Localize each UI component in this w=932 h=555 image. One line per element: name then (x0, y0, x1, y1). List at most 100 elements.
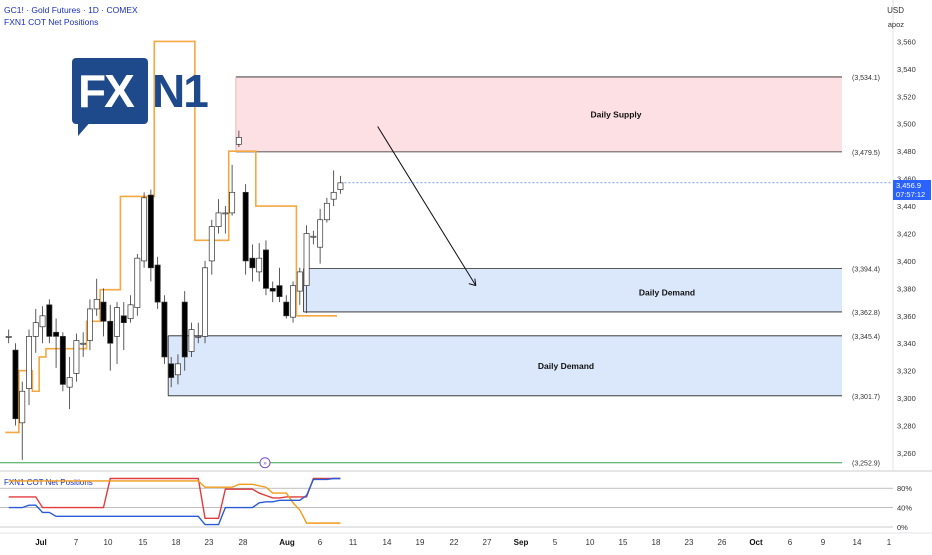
event-marker-glyph: » (263, 461, 267, 467)
candle-body (80, 342, 87, 345)
unit-label: apoz (887, 20, 904, 29)
time-tick-label: 22 (450, 538, 459, 547)
candle-body (283, 301, 290, 317)
price-tick-label: 3,400 (897, 257, 916, 266)
candle (5, 329, 12, 344)
candle (283, 295, 290, 319)
candle (323, 197, 330, 223)
cot-panel-title: FXN1 COT Net Positions (4, 478, 93, 487)
candle-body (127, 304, 134, 319)
candle (317, 208, 324, 264)
time-tick-label: 6 (318, 538, 323, 547)
logo-text-n1: N1 (152, 65, 209, 117)
candle (175, 354, 181, 385)
time-axis: Jul 7 10 15 18 23 28 Aug 6 11 14 19 22 27 Sep 5 10 15 18 23… (0, 532, 932, 547)
candle (154, 256, 161, 309)
candle-body (263, 249, 269, 289)
candle (303, 225, 310, 314)
cot-orange-stepline (5, 40, 338, 434)
indicator-legend: FXN1 COT Net Positions (4, 17, 99, 27)
candle-body (73, 340, 80, 374)
candle-body (141, 197, 148, 262)
candle (188, 322, 195, 357)
zone-label: Daily Demand (639, 287, 695, 297)
candle-body (330, 191, 337, 200)
candle-body (337, 182, 344, 190)
candle-body (188, 329, 195, 352)
candle (12, 343, 19, 426)
candle-body (222, 212, 229, 215)
candle (337, 175, 344, 194)
candle (330, 170, 337, 207)
time-tick-label: 14 (383, 538, 392, 547)
candle-body (208, 226, 215, 262)
candle-body (154, 264, 161, 303)
candle-body (215, 212, 222, 227)
candle (86, 299, 93, 351)
candle (32, 308, 39, 353)
price-tick-label: 3,340 (897, 339, 916, 348)
candle-body (5, 336, 12, 338)
candle-body (296, 271, 303, 292)
candle (141, 192, 148, 268)
price-tick-label: 3,380 (897, 284, 916, 293)
zone-label: Daily Demand (538, 361, 594, 371)
price-tick-label: 3,320 (897, 367, 916, 376)
cot-series-line (8, 480, 341, 524)
price-badge: 3,456.9 07:57:12 (893, 180, 931, 200)
time-tick-label: 9 (821, 538, 826, 547)
candle-body (161, 301, 168, 358)
candle-body (86, 308, 93, 341)
current-price-value: 3,456.9 (896, 181, 922, 190)
zone-label: Daily Supply (590, 109, 641, 119)
candle (59, 332, 66, 392)
candle-body (249, 257, 256, 269)
cot-axis-label: 40% (897, 504, 912, 513)
candle (235, 130, 242, 148)
time-tick-label: 27 (483, 538, 492, 547)
candle (310, 230, 317, 245)
candle-body (32, 322, 39, 337)
candle (19, 381, 26, 460)
time-tick-label: 14 (853, 538, 862, 547)
candle (249, 244, 256, 282)
time-tick-label: 18 (652, 538, 661, 547)
cot-axis-label: 80% (897, 484, 912, 493)
candle (66, 356, 73, 410)
candle (296, 267, 303, 305)
candle-body (93, 298, 100, 310)
time-tick-label: 10 (104, 538, 113, 547)
level-label: (3,394.4) (852, 267, 880, 274)
candle (134, 254, 141, 316)
candle-body (317, 219, 324, 248)
time-tick-label: 28 (239, 538, 248, 547)
price-tick-label: 3,520 (897, 92, 916, 101)
candle (80, 332, 87, 357)
annotation-layer (344, 126, 893, 287)
level-label: (3,362.8) (852, 310, 880, 317)
candle-body (235, 137, 242, 145)
candle-body (46, 304, 53, 337)
candle (229, 164, 236, 216)
candle-body (134, 257, 141, 308)
symbol-title: GC1! · Gold Futures · 1D · COMEX (4, 5, 138, 15)
candle-body (147, 194, 154, 269)
time-tick-label: 18 (172, 538, 181, 547)
price-tick-label: 3,420 (897, 229, 916, 238)
candle-body (323, 202, 330, 221)
time-tick-label: 7 (74, 538, 79, 547)
levels-layer: » (3,534.1) (3,479.5) (3,394.4) (3,362.8) (3,… (0, 75, 880, 469)
cot-series-line (8, 477, 341, 519)
candle-body (39, 315, 46, 328)
cot-series-line (8, 477, 341, 526)
candle (147, 189, 154, 282)
fxn1-logo: FX N1 (72, 58, 209, 138)
level-label: (3,479.5) (852, 150, 880, 157)
candle (120, 302, 127, 351)
level-label: (3,345.4) (852, 334, 880, 341)
candle (26, 329, 32, 405)
time-tick-label: 23 (205, 538, 214, 547)
zones-layer: Daily Supply Daily Demand Daily Demand (167, 76, 843, 397)
